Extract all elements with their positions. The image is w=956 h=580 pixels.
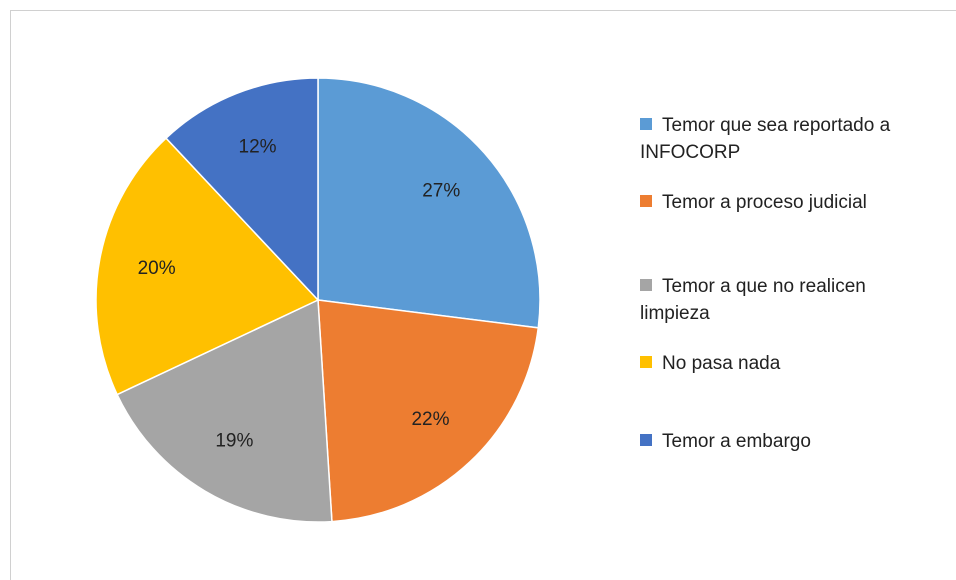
pie-slice	[164, 77, 319, 302]
data-label: 27%	[422, 180, 460, 201]
data-label: 20%	[138, 258, 176, 279]
pie-slice	[116, 298, 333, 523]
legend-entry: Temor a proceso judicial	[640, 189, 940, 216]
legend-swatch	[640, 118, 652, 130]
legend-swatch	[640, 195, 652, 207]
legend-label: Temor que sea reportado a INFOCORP	[640, 115, 891, 163]
pie-slice	[317, 299, 540, 523]
legend-entry: No pasa nada	[640, 350, 940, 377]
legend-swatch	[640, 279, 652, 291]
pie-slice	[317, 77, 541, 329]
legend-entry: Temor que sea reportado a INFOCORP	[640, 112, 940, 166]
legend-swatch	[640, 356, 652, 368]
legend-label: Temor a proceso judicial	[662, 192, 867, 213]
pie-slice	[95, 137, 320, 396]
data-label: 22%	[411, 409, 449, 430]
data-label: 19%	[215, 430, 253, 451]
legend-entry: Temor a que no realicen limpieza	[640, 273, 940, 327]
data-label: 12%	[239, 136, 277, 157]
legend-label: Temor a que no realicen limpieza	[640, 276, 866, 324]
legend-label: No pasa nada	[662, 353, 781, 374]
legend-swatch	[640, 434, 652, 446]
legend-label: Temor a embargo	[662, 431, 811, 452]
chart-border	[10, 10, 956, 580]
legend-entry: Temor a embargo	[640, 428, 940, 455]
